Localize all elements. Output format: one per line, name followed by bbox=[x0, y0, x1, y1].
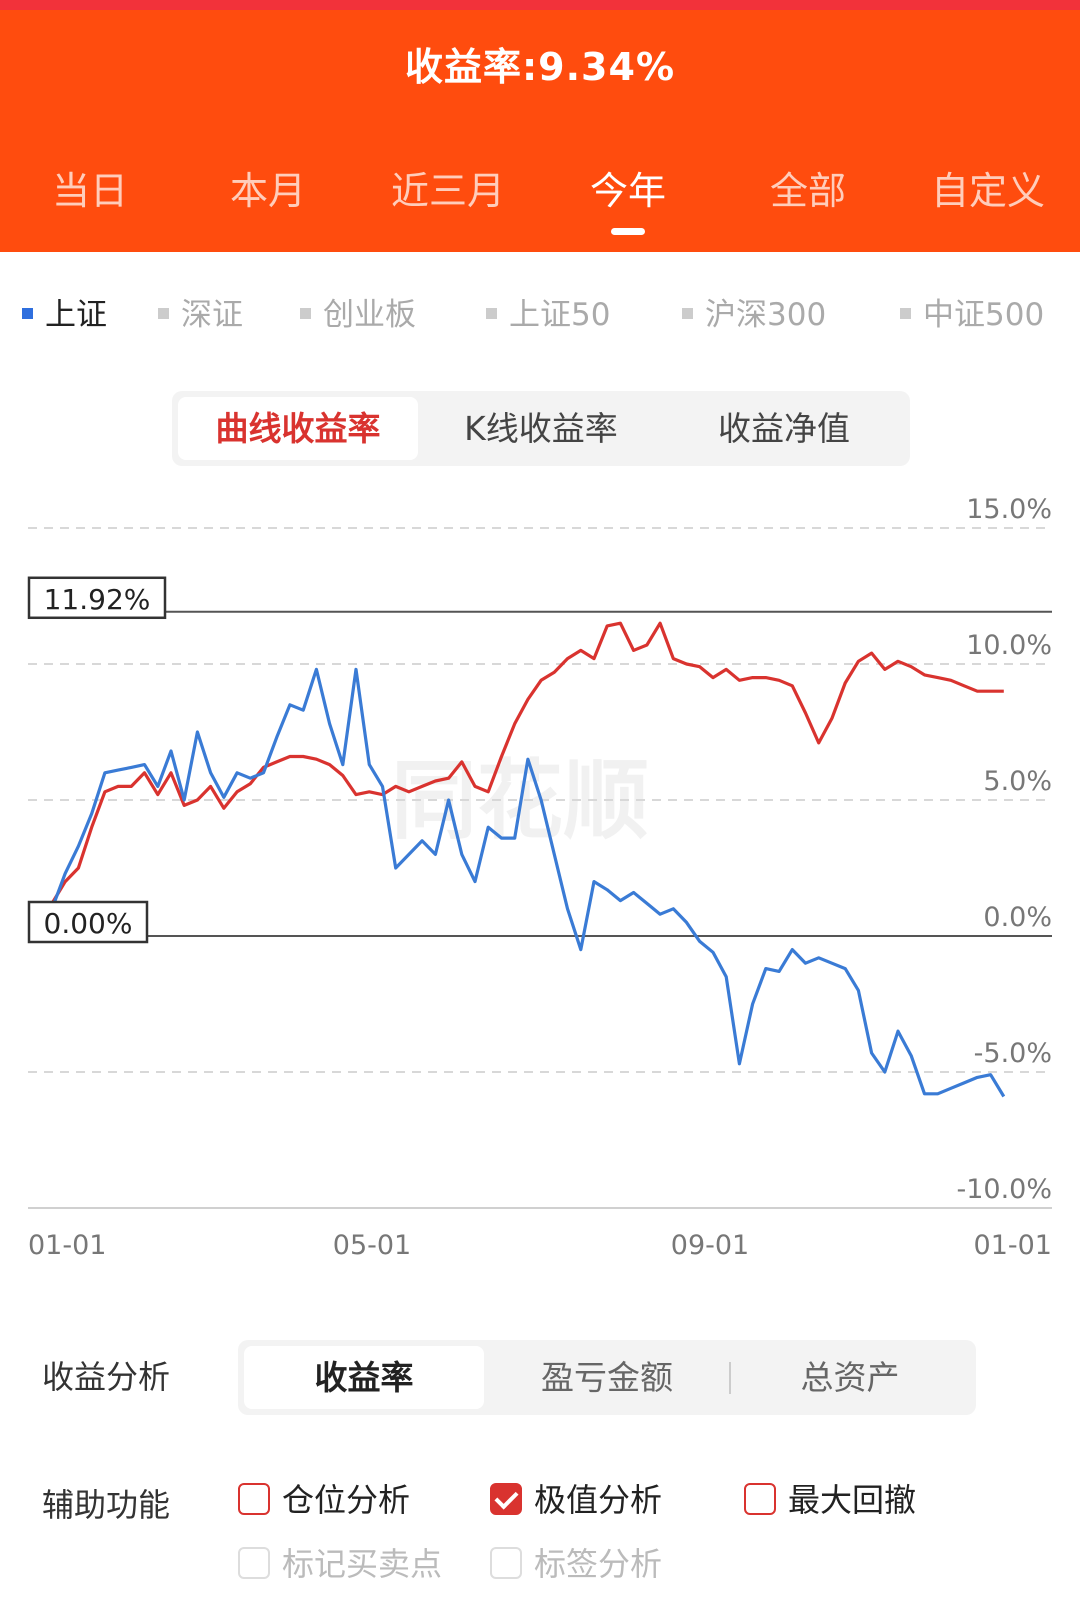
aux-option-1[interactable]: 极值分析 bbox=[490, 1478, 662, 1522]
analysis-segment: 收益率 盈亏金额 总资产 bbox=[238, 1340, 976, 1415]
index-marker-icon bbox=[900, 308, 911, 319]
aux-option-label: 标签分析 bbox=[534, 1545, 663, 1583]
checkbox-checked-icon[interactable] bbox=[490, 1483, 522, 1515]
aux-label: 辅助功能 bbox=[42, 1486, 171, 1524]
analysis-tab-0[interactable]: 收益率 bbox=[244, 1346, 484, 1409]
index-label: 上证50 bbox=[509, 297, 611, 333]
index-option-3[interactable]: 上证50 bbox=[486, 290, 610, 340]
index-label: 中证500 bbox=[923, 297, 1045, 333]
index-label: 创业板 bbox=[323, 297, 416, 333]
x-tick-label: 01-01 bbox=[28, 1230, 107, 1261]
checkbox-icon bbox=[490, 1547, 522, 1579]
index-option-1[interactable]: 深证 bbox=[158, 290, 243, 340]
index-label: 上证 bbox=[45, 297, 107, 333]
index-label: 沪深300 bbox=[705, 297, 827, 333]
aux-option-2[interactable]: 最大回撤 bbox=[744, 1478, 916, 1522]
period-tab-1[interactable]: 本月 bbox=[229, 169, 306, 213]
period-tabs: 当日 本月 近三月 今年 全部 自定义 bbox=[0, 160, 1080, 220]
analysis-tab-2[interactable]: 总资产 bbox=[800, 1358, 900, 1397]
segment-divider bbox=[729, 1362, 731, 1394]
return-chart: 同花顺15.0%10.0%5.0%0.0%-5.0%-10.0%11.92%0.… bbox=[27, 494, 1052, 1209]
active-tab-underline bbox=[611, 228, 645, 235]
extreme-label: 0.00% bbox=[44, 907, 133, 940]
page-title: 收益率:9.34% bbox=[404, 45, 676, 89]
portfolio-return-line bbox=[50, 621, 1004, 905]
chart-tab-1[interactable]: K线收益率 bbox=[464, 409, 618, 448]
aux-option-0[interactable]: 仓位分析 bbox=[238, 1478, 410, 1522]
period-tab-3[interactable]: 今年 bbox=[589, 169, 666, 213]
y-tick-label: -5.0% bbox=[974, 1038, 1052, 1069]
index-option-2[interactable]: 创业板 bbox=[300, 290, 416, 340]
x-tick-label: 09-01 bbox=[670, 1230, 750, 1261]
y-tick-label: -10.0% bbox=[956, 1174, 1052, 1205]
analysis-tab-1[interactable]: 盈亏金额 bbox=[541, 1358, 673, 1397]
index-option-5[interactable]: 中证500 bbox=[900, 290, 1044, 340]
index-option-0[interactable]: 上证 bbox=[22, 290, 107, 340]
aux-option-label: 最大回撤 bbox=[788, 1481, 917, 1519]
index-selector: 上证 深证 创业板 上证50 沪深300 中证500 bbox=[0, 290, 1080, 340]
y-tick-label: 10.0% bbox=[966, 630, 1052, 661]
period-tab-4[interactable]: 全部 bbox=[769, 169, 846, 213]
y-tick-label: 15.0% bbox=[966, 494, 1052, 525]
index-option-4[interactable]: 沪深300 bbox=[682, 290, 826, 340]
checkbox-icon bbox=[238, 1547, 270, 1579]
index-marker-icon bbox=[158, 308, 169, 319]
y-tick-label: 0.0% bbox=[983, 902, 1052, 933]
aux-option-3: 标记买卖点 bbox=[238, 1542, 442, 1586]
chart-tab-0[interactable]: 曲线收益率 bbox=[178, 397, 418, 460]
aux-option-label: 标记买卖点 bbox=[282, 1545, 443, 1583]
aux-option-4: 标签分析 bbox=[490, 1542, 662, 1586]
chart-tab-2[interactable]: 收益净值 bbox=[718, 409, 850, 448]
header-bar: 收益率:9.34% 当日 本月 近三月 今年 全部 自定义 bbox=[0, 0, 1080, 252]
period-tab-2[interactable]: 近三月 bbox=[390, 169, 505, 213]
checkbox-icon[interactable] bbox=[744, 1483, 776, 1515]
index-marker-icon bbox=[682, 308, 693, 319]
index-marker-icon bbox=[300, 308, 311, 319]
status-strip bbox=[0, 0, 1080, 10]
chart-type-segment: 曲线收益率 K线收益率 收益净值 bbox=[172, 391, 910, 466]
aux-option-label: 仓位分析 bbox=[282, 1481, 411, 1519]
index-marker-icon bbox=[486, 308, 497, 319]
index-label: 深证 bbox=[181, 297, 243, 333]
extreme-label-box bbox=[27, 576, 167, 620]
y-tick-label: 5.0% bbox=[983, 766, 1052, 797]
index-marker-icon bbox=[22, 308, 33, 319]
extreme-label-box bbox=[27, 900, 149, 944]
x-tick-label: 01-01 bbox=[973, 1230, 1052, 1261]
x-tick-label: 05-01 bbox=[332, 1230, 412, 1261]
index-return-line bbox=[50, 667, 1006, 1098]
checkbox-icon[interactable] bbox=[238, 1483, 270, 1515]
period-tab-5[interactable]: 自定义 bbox=[930, 169, 1045, 213]
aux-option-label: 极值分析 bbox=[534, 1481, 663, 1519]
period-tab-0[interactable]: 当日 bbox=[51, 169, 128, 213]
analysis-label: 收益分析 bbox=[42, 1358, 171, 1396]
extreme-label: 11.92% bbox=[44, 583, 151, 616]
